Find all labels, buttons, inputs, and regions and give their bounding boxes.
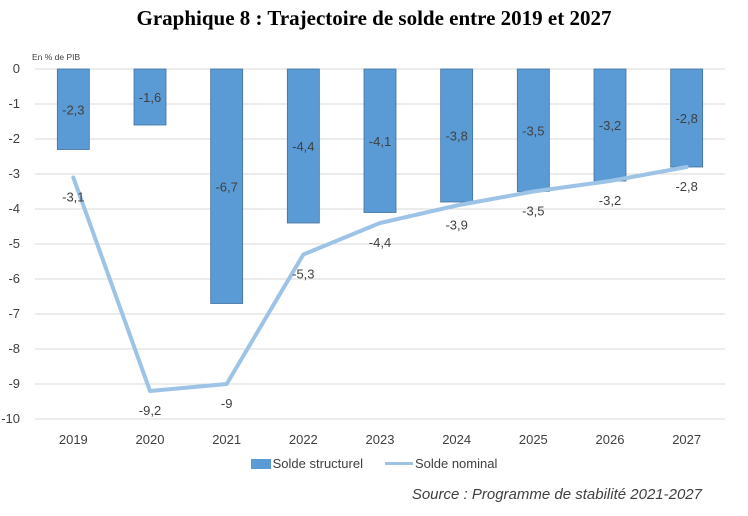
bar-value-label: -2,3	[62, 102, 84, 117]
unit-label: En % de PIB	[32, 52, 81, 62]
legend-item-line: Solde nominal	[384, 456, 498, 471]
bar	[593, 68, 627, 182]
line-value-label: -3,9	[445, 218, 467, 233]
bar	[516, 68, 550, 192]
line-value-label: -3,1	[62, 190, 84, 205]
legend-bar-swatch	[250, 458, 271, 469]
bar	[210, 68, 244, 304]
line-value-label: -4,4	[369, 235, 391, 250]
y-tick-label: -9	[8, 376, 20, 391]
x-tick-label: 2023	[366, 432, 395, 447]
line-value-label: -3,2	[599, 193, 621, 208]
bar-series	[56, 68, 704, 304]
y-tick-label: -3	[8, 166, 20, 181]
legend-line-label: Solde nominal	[414, 456, 498, 471]
source-note: Source : Programme de stabilité 2021-202…	[411, 486, 702, 503]
x-tick-label: 2021	[212, 432, 241, 447]
legend-bar-label: Solde structurel	[272, 456, 363, 471]
bar	[670, 68, 704, 168]
y-tick-label: -6	[8, 271, 20, 286]
x-tick-label: 2027	[672, 432, 701, 447]
legend-line-swatch	[384, 462, 413, 465]
bar-value-label: -3,5	[522, 123, 544, 138]
bar-data-labels: -2,3 -1,6 -6,7 -4,4 -4,1 -3,8 -3,5 -3,2 -2,8	[62, 90, 698, 194]
y-tick-label: -8	[8, 341, 20, 356]
legend: Solde structurel Solde nominal	[0, 456, 748, 471]
x-tick-label: 2022	[289, 432, 318, 447]
x-tick-label: 2019	[59, 432, 88, 447]
bar-value-label: -3,8	[445, 129, 467, 144]
bar-value-label: -4,1	[369, 134, 391, 149]
line-value-label: -3,5	[522, 204, 544, 219]
bar-value-label: -2,8	[675, 111, 697, 126]
legend-item-bar: Solde structurel	[250, 456, 363, 471]
line-value-label: -2,8	[675, 179, 697, 194]
line-value-label: -9	[221, 396, 233, 411]
y-tick-label: -7	[8, 306, 20, 321]
bar-value-label: -4,4	[292, 139, 314, 154]
bar-value-label: -1,6	[139, 90, 161, 105]
bar-value-label: -6,7	[215, 179, 237, 194]
line-value-label: -9,2	[139, 403, 161, 418]
x-tick-label: 2026	[596, 432, 625, 447]
line-data-labels: -3,1 -9,2 -9 -5,3 -4,4 -3,9 -3,5 -3,2 -2,8	[62, 179, 698, 418]
x-tick-label: 2025	[519, 432, 548, 447]
y-tick-label: -10	[1, 411, 20, 426]
bar-value-label: -3,2	[599, 118, 621, 133]
y-tick-label: -4	[8, 201, 20, 216]
y-axis-ticks: 0 -1 -2 -3 -4 -5 -6 -7 -8 -9 -10	[1, 61, 20, 426]
y-tick-label: -2	[8, 131, 20, 146]
y-tick-label: -5	[8, 236, 20, 251]
bar	[440, 68, 474, 203]
x-axis-ticks: 2019 2020 2021 2022 2023 2024 2025 2026 2027	[59, 432, 701, 447]
line-value-label: -5,3	[292, 267, 314, 282]
x-tick-label: 2024	[442, 432, 471, 447]
y-tick-label: 0	[13, 61, 20, 76]
bar	[363, 68, 397, 213]
bar	[56, 68, 90, 150]
line-series	[71, 165, 689, 393]
y-tick-label: -1	[8, 96, 20, 111]
bar	[133, 68, 167, 126]
x-tick-label: 2020	[136, 432, 165, 447]
bar	[286, 68, 320, 224]
chart-title: Graphique 8 : Trajectoire de solde entre…	[136, 6, 612, 30]
